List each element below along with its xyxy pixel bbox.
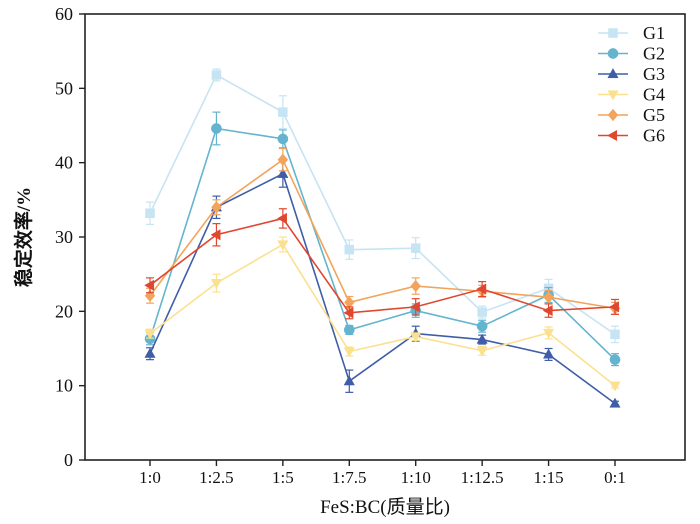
data-point	[211, 123, 222, 134]
data-point	[476, 283, 487, 295]
data-point	[277, 153, 289, 166]
data-point	[543, 290, 554, 304]
plot-frame	[84, 13, 686, 461]
data-point	[144, 347, 156, 358]
legend-label: G3	[643, 64, 665, 84]
series-line	[149, 127, 616, 361]
y-tick-label: 50	[55, 78, 73, 98]
x-tick-label: 1:2.5	[199, 468, 233, 487]
data-point	[410, 279, 421, 293]
x-tick-label: 1:10	[401, 468, 431, 487]
data-point	[607, 129, 618, 142]
legend-label: G1	[643, 23, 665, 43]
data-point	[409, 301, 420, 313]
data-point	[610, 329, 620, 340]
series-line	[149, 158, 616, 310]
data-point	[343, 324, 355, 336]
series-G4	[144, 236, 621, 392]
data-point	[144, 329, 156, 340]
series-G3	[144, 159, 621, 408]
x-tick-label: 1:0	[139, 468, 161, 487]
data-point	[210, 229, 221, 241]
y-tick-label: 40	[55, 153, 73, 173]
data-point	[609, 397, 621, 408]
x-tick-label: 1:5	[272, 468, 294, 487]
data-point	[277, 133, 289, 145]
legend-label: G2	[643, 44, 665, 64]
x-tick-label: 0:1	[604, 468, 626, 487]
y-axis-label: 稳定效率/%	[12, 187, 35, 287]
y-tick-label: 0	[64, 450, 73, 470]
legend-label: G4	[643, 85, 665, 105]
legend-entry: G4	[598, 85, 665, 105]
series-line	[149, 217, 616, 314]
data-point	[277, 240, 289, 251]
data-point	[343, 307, 354, 319]
data-point	[608, 28, 618, 38]
legend-entry: G6	[598, 126, 665, 146]
series-G1	[145, 68, 620, 344]
series-line	[149, 172, 616, 405]
legend-entry: G5	[598, 105, 665, 125]
series-line	[149, 73, 616, 336]
data-point	[609, 381, 621, 392]
data-point	[410, 332, 422, 343]
legend-entry: G2	[598, 44, 665, 64]
data-point	[607, 90, 619, 101]
x-tick-label: 1:7.5	[332, 468, 366, 487]
data-point	[145, 208, 155, 218]
data-point	[344, 244, 355, 255]
x-tick-label: 1:12.5	[461, 468, 504, 487]
data-point	[211, 201, 222, 214]
series-G2	[144, 111, 621, 367]
data-point	[542, 304, 553, 317]
axis-ticks: 0 10 20 30 40 50 60 1:0 1:2.5 1:5 1:7.5 1:10 1:12.5 1…	[55, 4, 626, 487]
y-tick-label: 20	[55, 301, 73, 321]
legend-entry: G1	[598, 23, 665, 43]
data-point	[542, 348, 555, 359]
data-point	[477, 307, 487, 317]
data-point	[607, 68, 619, 79]
data-point	[343, 375, 355, 386]
data-point	[210, 279, 223, 289]
y-tick-label: 30	[55, 227, 73, 247]
legend-entry: G3	[598, 64, 665, 84]
data-point	[476, 333, 488, 344]
data-point	[276, 212, 287, 225]
x-tick-label: 1:15	[533, 468, 563, 487]
data-point	[607, 48, 619, 59]
series-layer	[144, 68, 621, 408]
y-tick-label: 10	[55, 376, 73, 396]
data-point	[144, 279, 155, 291]
data-point	[607, 108, 619, 122]
data-point	[609, 301, 620, 313]
data-point	[343, 347, 355, 358]
data-point	[476, 320, 488, 332]
data-point	[476, 346, 488, 357]
x-axis-label: FeS:BC(质量比)	[320, 496, 450, 518]
data-point	[277, 167, 289, 178]
series-G6	[144, 208, 620, 320]
y-tick-label: 60	[55, 4, 73, 24]
legend-label: G5	[643, 105, 665, 125]
data-point	[410, 243, 421, 253]
legend-label: G6	[643, 126, 665, 146]
data-point	[211, 70, 222, 80]
data-point	[542, 328, 555, 339]
series-line	[149, 243, 616, 387]
data-point	[609, 354, 621, 365]
data-point	[278, 107, 288, 117]
